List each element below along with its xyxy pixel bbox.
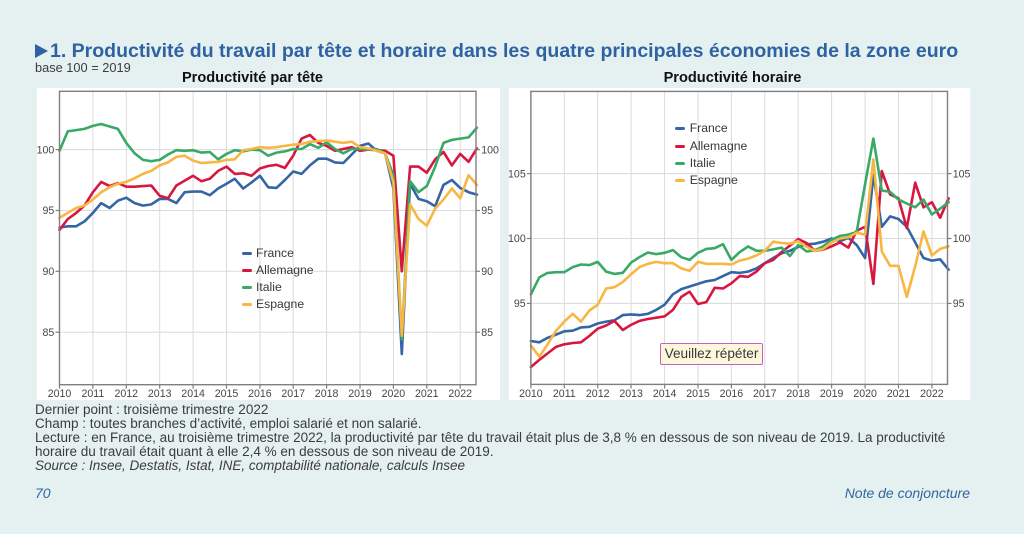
svg-text:2012: 2012	[114, 388, 138, 400]
svg-text:2021: 2021	[887, 388, 911, 400]
svg-text:95: 95	[514, 298, 526, 310]
svg-text:95: 95	[42, 205, 54, 217]
svg-text:2012: 2012	[586, 388, 610, 400]
svg-text:2015: 2015	[686, 388, 710, 400]
svg-text:100: 100	[952, 233, 970, 245]
svg-text:2011: 2011	[553, 388, 576, 400]
svg-text:85: 85	[481, 327, 493, 339]
svg-text:2017: 2017	[281, 388, 305, 400]
svg-text:2020: 2020	[381, 388, 405, 400]
svg-text:105: 105	[952, 168, 970, 180]
svg-text:2016: 2016	[719, 388, 743, 400]
svg-text:2021: 2021	[415, 388, 439, 400]
svg-text:100: 100	[36, 144, 54, 156]
svg-text:2010: 2010	[47, 388, 71, 400]
svg-text:2020: 2020	[853, 388, 877, 400]
svg-text:2011: 2011	[81, 388, 104, 400]
svg-text:2019: 2019	[348, 388, 372, 400]
svg-text:2014: 2014	[653, 388, 677, 400]
svg-text:2019: 2019	[820, 388, 844, 400]
svg-text:105: 105	[508, 168, 526, 180]
svg-text:2018: 2018	[786, 388, 810, 400]
svg-text:90: 90	[42, 266, 54, 278]
svg-text:2022: 2022	[448, 388, 472, 400]
svg-text:2013: 2013	[619, 388, 643, 400]
svg-text:85: 85	[42, 327, 54, 339]
svg-text:2013: 2013	[148, 388, 172, 400]
svg-text:2022: 2022	[920, 388, 944, 400]
svg-text:100: 100	[508, 233, 526, 245]
svg-text:2017: 2017	[753, 388, 777, 400]
svg-text:2016: 2016	[248, 388, 272, 400]
svg-text:90: 90	[481, 266, 493, 278]
svg-text:95: 95	[481, 205, 493, 217]
svg-text:2014: 2014	[181, 388, 205, 400]
svg-text:2010: 2010	[519, 388, 543, 400]
svg-text:2015: 2015	[214, 388, 238, 400]
svg-text:100: 100	[481, 144, 499, 156]
svg-text:2018: 2018	[314, 388, 338, 400]
svg-text:95: 95	[952, 298, 964, 310]
